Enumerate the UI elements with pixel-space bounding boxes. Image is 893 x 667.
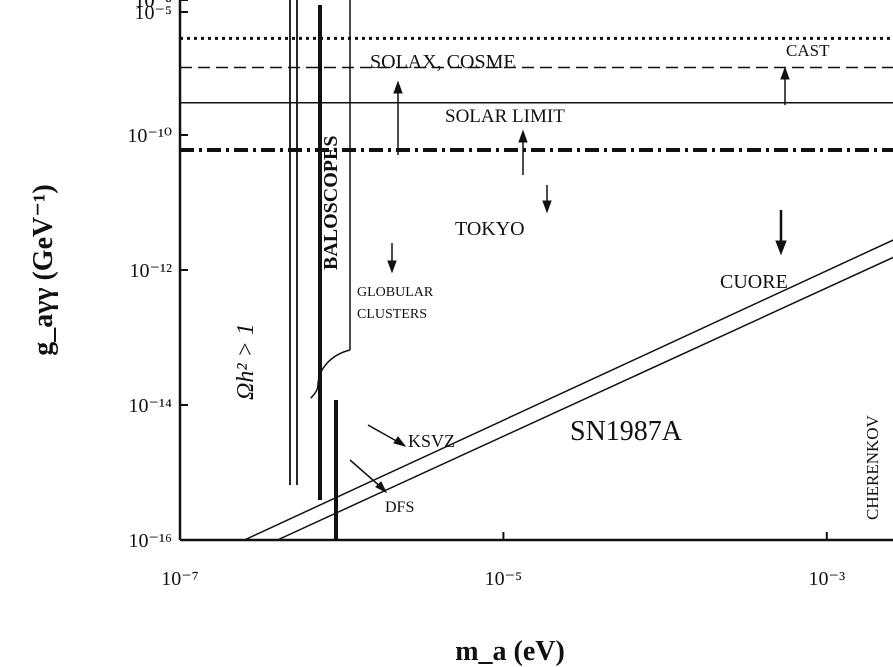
x-tick-label: 10⁻³ (809, 568, 846, 590)
y-tick-label: 10⁻¹⁰ (127, 125, 172, 147)
y-tick-label: 10⁻¹² (129, 260, 172, 282)
x-tick-label: 10⁻⁷ (161, 568, 199, 590)
y-tick-label: 10⁻⁶ (134, 0, 172, 12)
limit-lines (180, 36, 893, 152)
annotation-arrows (349, 66, 790, 494)
label-ksvz: KSVZ (408, 431, 455, 451)
label-tokyo: TOKYO (455, 218, 525, 240)
label-solax-cosme: SOLAX, COSME (370, 51, 516, 73)
haloscopes-region (289, 0, 351, 540)
label-cherenkov: CHERENKOV (863, 414, 882, 520)
label-dfs: DFS (385, 499, 414, 516)
model-line (277, 256, 893, 540)
y-tick-label: 10⁻⁵ (134, 2, 172, 24)
label-baloscopes: BALOSCOPES (320, 136, 342, 270)
y-tick-label: 10⁻⁸ (134, 0, 172, 12)
model-lines (244, 239, 893, 540)
label-globular-2: CLUSTERS (357, 307, 427, 322)
label-cuore: CUORE (720, 271, 788, 293)
label-cast: CAST (786, 41, 830, 60)
y-tick-label: 10⁻¹⁶ (128, 530, 172, 552)
label-sn1987a: SN1987A (570, 416, 683, 447)
label-solar-limit: SOLAR LIMIT (445, 106, 565, 127)
x-tick-label: 10⁻⁵ (485, 568, 523, 590)
x-axis-title: m_a (eV) (455, 636, 565, 667)
label-omega: Ωh² > 1 (233, 323, 259, 400)
model-line (244, 239, 893, 540)
axis-ticks: 10⁻⁷10⁻⁵10⁻³10⁻¹1010⁻¹⁶10⁻¹⁴10⁻¹²10⁻¹⁰10… (127, 0, 846, 590)
y-tick-label: 10⁻¹⁴ (128, 395, 172, 417)
label-globular-1: GLOBULAR (357, 285, 434, 300)
y-axis-title: g_aγγ (GeV⁻¹) (28, 184, 59, 355)
